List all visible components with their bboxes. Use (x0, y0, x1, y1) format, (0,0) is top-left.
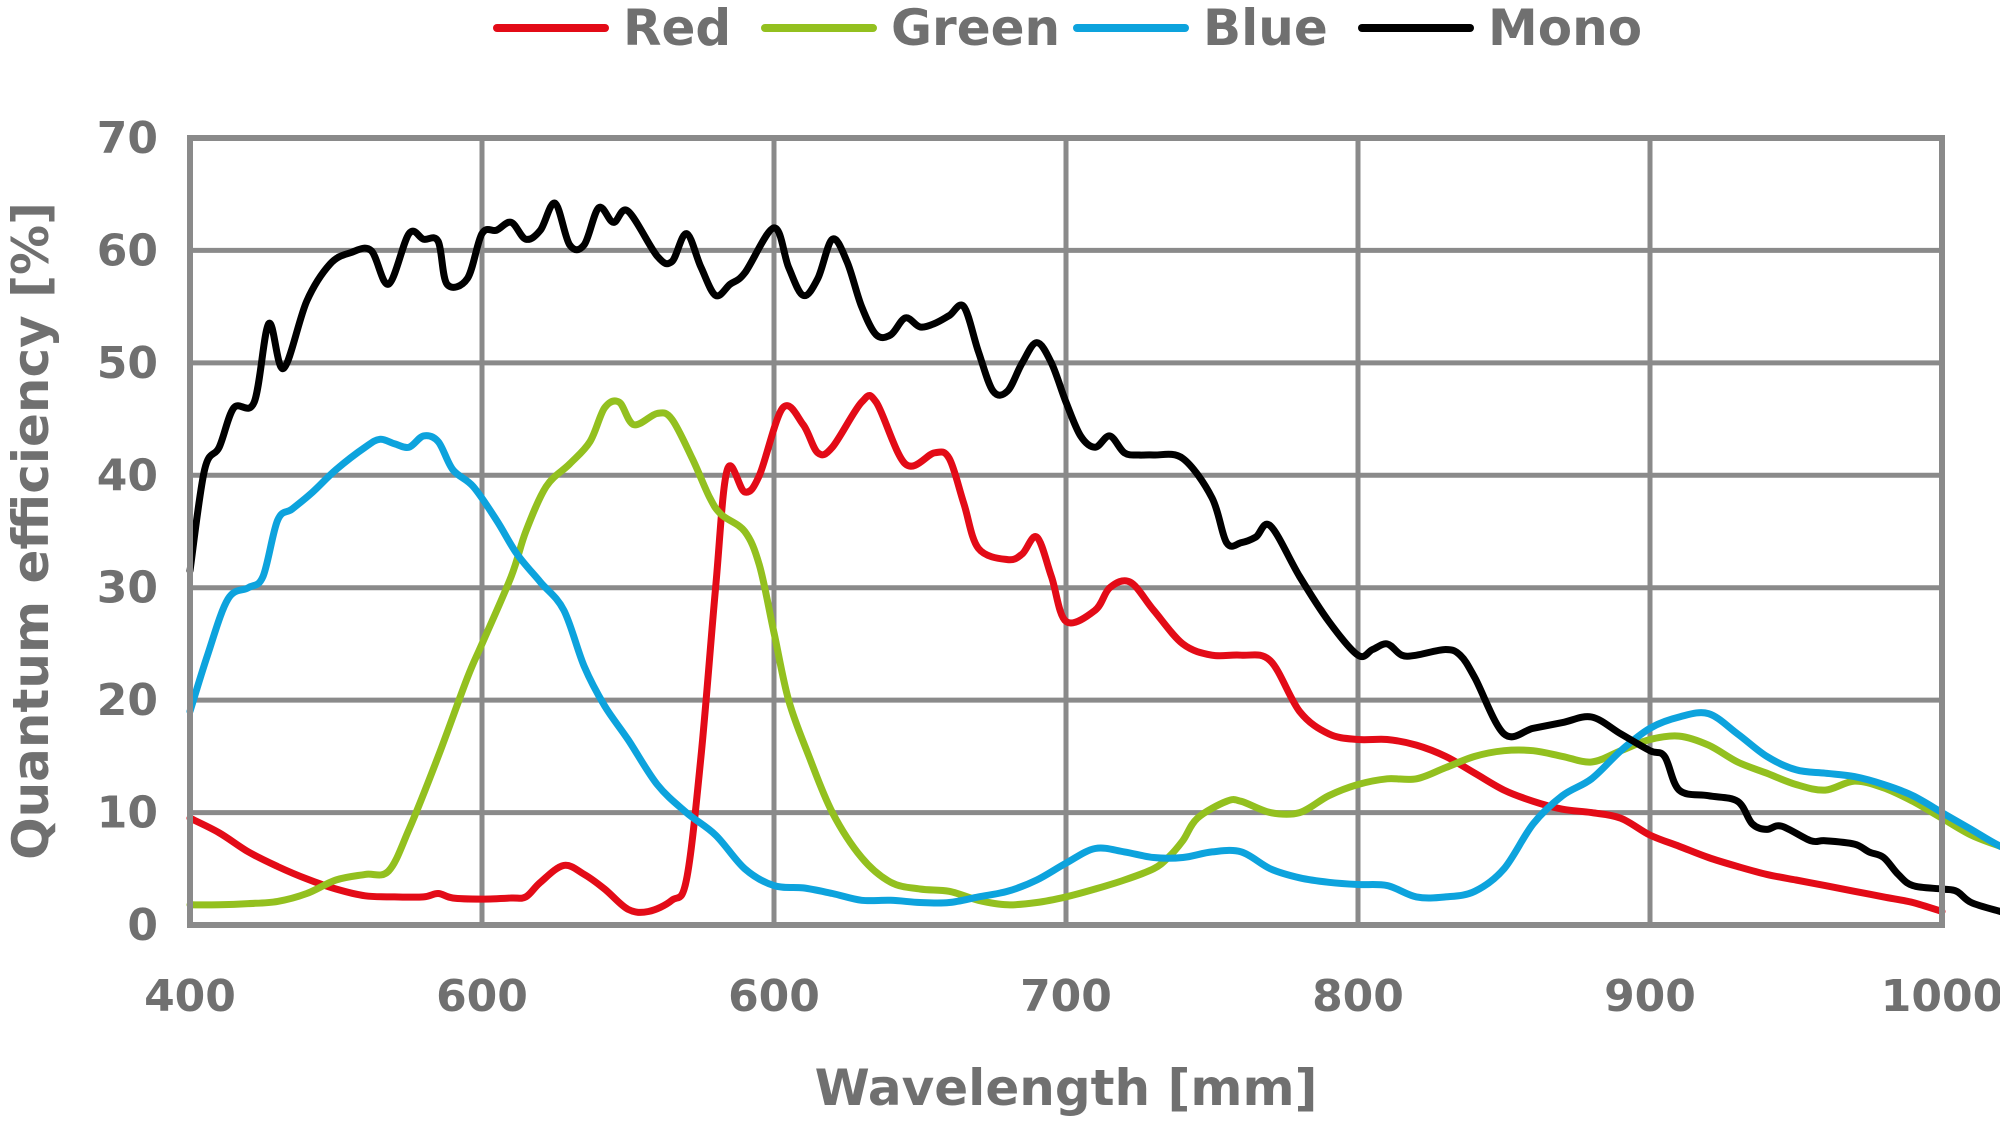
y-tick-labels: 0 10 20 30 40 50 60 70 (97, 113, 158, 951)
legend-label-blue: Blue (1203, 0, 1328, 57)
legend-label-red: Red (623, 0, 731, 57)
y-tick-label: 70 (97, 113, 158, 164)
y-tick-label: 0 (127, 900, 158, 951)
series-line-mono (186, 199, 2000, 915)
x-tick-label: 400 (144, 971, 236, 1022)
series-line-red (186, 392, 1946, 916)
y-axis-title: Quantum efficiency [%] (2, 202, 60, 860)
x-tick-label: 1000 (1881, 971, 2000, 1022)
plot-frame (187, 135, 1945, 928)
y-tick-label: 50 (97, 338, 158, 389)
x-tick-label: 700 (1020, 971, 1112, 1022)
series-line-blue (186, 432, 2000, 907)
x-tick-label: 800 (1312, 971, 1404, 1022)
y-tick-label: 40 (97, 450, 158, 501)
x-tick-label: 600 (436, 971, 528, 1022)
x-axis-title: Wavelength [mm] (815, 1059, 1318, 1117)
legend-label-green: Green (891, 0, 1060, 57)
series-line-green (186, 397, 2000, 909)
y-tick-label: 10 (97, 788, 158, 839)
y-tick-label: 20 (97, 675, 158, 726)
x-tick-label: 600 (728, 971, 820, 1022)
series-group (186, 199, 2000, 916)
grid (190, 138, 1942, 925)
x-tick-label: 900 (1604, 971, 1696, 1022)
legend-label-mono: Mono (1488, 0, 1642, 57)
y-tick-label: 60 (97, 225, 158, 276)
x-tick-labels: 400 600 600 700 800 900 1000 (144, 971, 2000, 1022)
legend: Red Green Blue Mono (493, 0, 1642, 57)
y-tick-label: 30 (97, 563, 158, 614)
